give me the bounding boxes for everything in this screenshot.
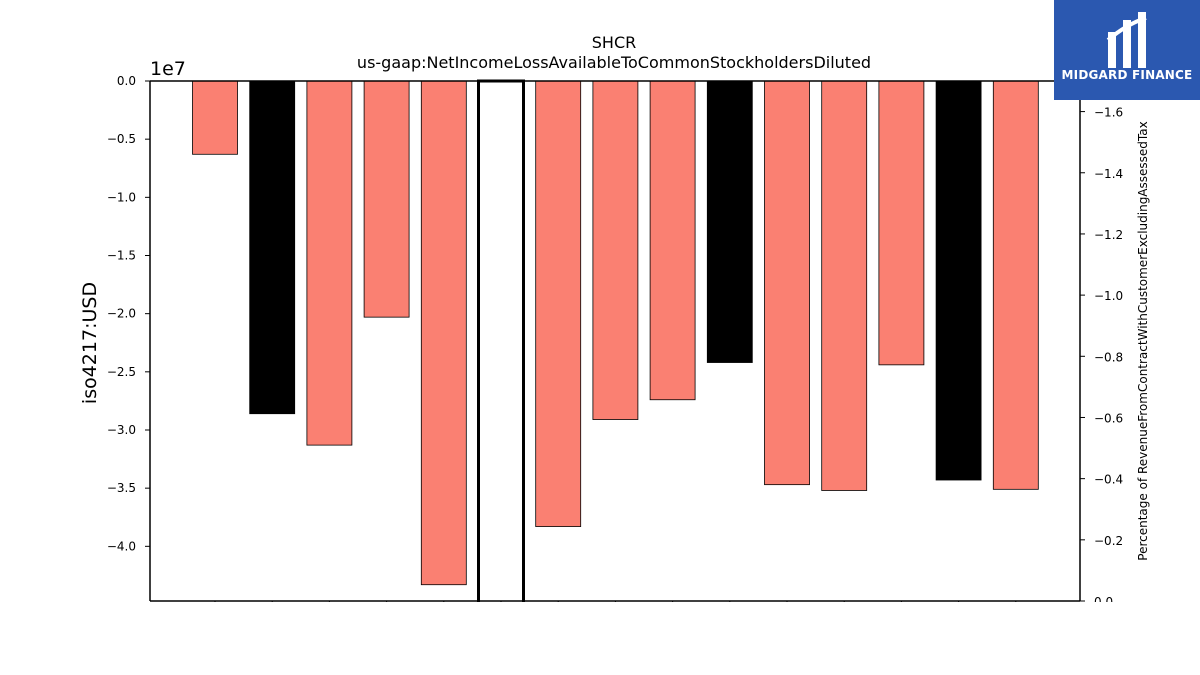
y-tick-label: 0.0 xyxy=(117,74,136,88)
y2-tick-label: −1.6 xyxy=(1094,106,1123,120)
bar-2021-09-30 xyxy=(420,80,467,586)
bar-2021-12-31 xyxy=(477,79,525,643)
y-axis-offset-text: 1e7 xyxy=(150,58,186,80)
bar-2022-03-31 xyxy=(535,80,582,527)
chart-subtitle: us-gaap:NetIncomeLossAvailableToCommonSt… xyxy=(357,53,871,72)
y-ticks-group: 0.0 −0.5 −1.0 −1.5 −2.0 −2.5 −3.0 −3.5 −4.0 xyxy=(107,74,150,553)
y-tick-label: −1.0 xyxy=(107,190,136,204)
bar-2023-12-31 xyxy=(935,80,982,481)
bar-2022-09-30 xyxy=(649,80,696,401)
bar-2023-06-30 xyxy=(821,80,868,491)
bar-2023-09-30 xyxy=(878,80,925,366)
y-tick-label: −2.0 xyxy=(107,307,136,321)
midgard-logo-icon xyxy=(1106,12,1147,68)
y2-tick-label: −0.4 xyxy=(1094,473,1123,487)
y2-axis-label: Percentage of RevenueFromContractWithCus… xyxy=(1136,121,1150,560)
y2-tick-label: −1.0 xyxy=(1094,289,1123,303)
plot-frame xyxy=(0,80,1200,675)
y2-ticks-group: 0.0−0.2−0.4−0.6−0.8−1.0−1.2−1.4−1.6 xyxy=(1080,106,1123,609)
bar-2023-03-31 xyxy=(764,80,810,486)
y-tick-label: −4.0 xyxy=(107,539,136,553)
bar-2021-06-30 xyxy=(363,80,410,318)
bar-2024-03-31 xyxy=(992,80,1039,490)
y-tick-label: −2.5 xyxy=(107,365,136,379)
y-tick-label: −0.5 xyxy=(107,132,136,146)
y2-tick-label: −0.6 xyxy=(1094,411,1123,425)
y2-tick-label: −1.2 xyxy=(1094,228,1123,242)
bar-2022-06-30 xyxy=(592,80,639,420)
chart-title: SHCR xyxy=(592,33,636,52)
y-tick-label: −1.5 xyxy=(107,248,136,262)
midgard-logo: MIDGARD FINANCE xyxy=(1054,0,1200,100)
y2-tick-label: −0.8 xyxy=(1094,350,1123,364)
bar-2020-12-31 xyxy=(249,80,296,415)
bars-group xyxy=(192,79,1039,643)
bar-2020-09-30 xyxy=(192,80,238,155)
y2-tick-label: −0.2 xyxy=(1094,534,1123,548)
bottom-mask xyxy=(0,602,1200,675)
y-tick-label: −3.5 xyxy=(107,481,136,495)
bar-2021-03-31 xyxy=(306,80,353,446)
y-tick-label: −3.0 xyxy=(107,423,136,437)
y-axis-label: iso4217:USD xyxy=(79,282,101,404)
logo-text: MIDGARD FINANCE xyxy=(1061,68,1193,82)
y2-tick-label: −1.4 xyxy=(1094,167,1123,181)
bar-2022-12-31 xyxy=(706,80,753,363)
